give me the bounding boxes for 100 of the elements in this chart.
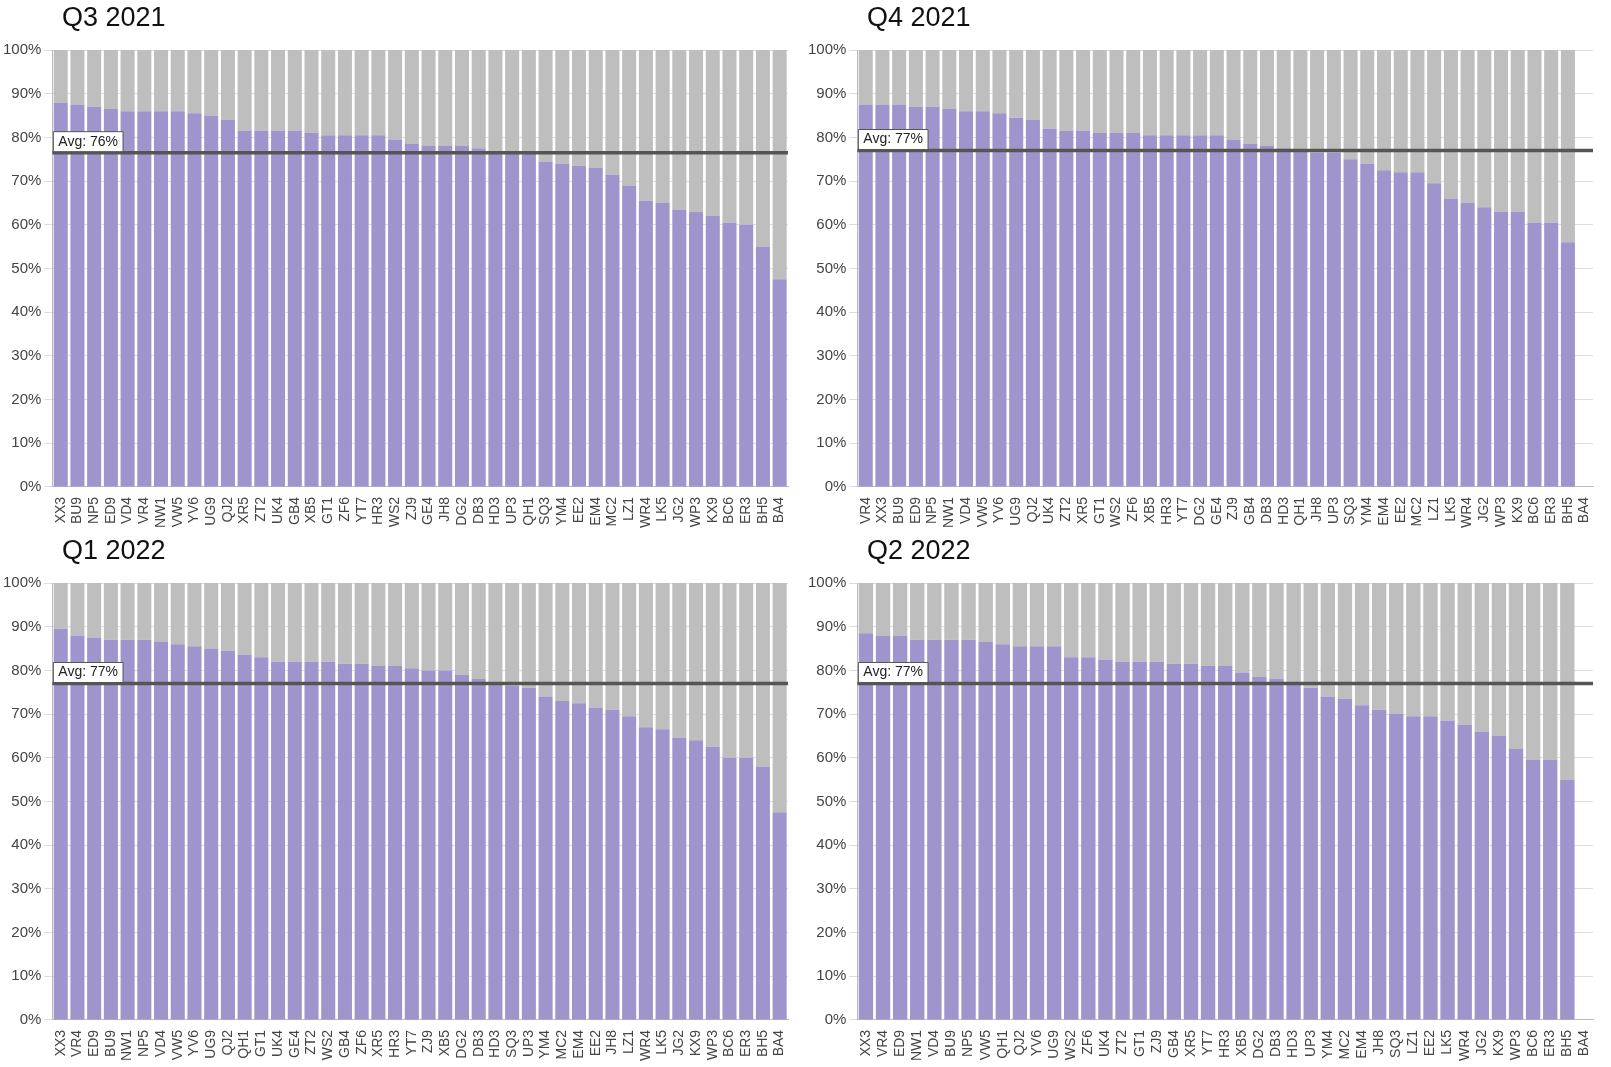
y-tick-label: 30% (816, 878, 847, 896)
x-tick-label: WS2 (1107, 496, 1124, 528)
y-tick-label: 90% (816, 83, 847, 101)
y-tick-label: 80% (11, 660, 42, 678)
y-tick-label: 10% (816, 433, 847, 451)
chart-title: Q2 2022 (867, 535, 971, 566)
x-tick-label: QJ2 (1023, 496, 1040, 523)
y-tick-label: 0% (824, 477, 847, 495)
x-tick-label: WR4 (636, 1029, 653, 1062)
x-tick-label: ZT2 (252, 496, 269, 522)
x-tick-label: KX9 (703, 496, 720, 524)
y-tick-label: 100% (807, 40, 847, 58)
x-tick-label: KX9 (686, 1029, 703, 1057)
x-tick-label: DB3 (469, 1029, 486, 1058)
x-tick-label: ZJ9 (1147, 1029, 1164, 1054)
x-tick-label: WS2 (1062, 1029, 1079, 1061)
x-tick-label: HD3 (1284, 1029, 1301, 1058)
x-tick-label: GB4 (335, 1029, 352, 1058)
x-tick-label: YT7 (352, 496, 369, 523)
x-tick-label: ED9 (890, 1029, 907, 1058)
x-tick-label: NP5 (959, 1029, 976, 1058)
x-tick-label: GE4 (1207, 496, 1224, 525)
x-tick-label: WR4 (1458, 496, 1475, 529)
x-tick-label: ED9 (101, 496, 118, 525)
x-tick-label: BU9 (68, 496, 85, 525)
x-tick-label: UK4 (1040, 496, 1057, 525)
x-tick-label: EE2 (569, 496, 586, 524)
x-tick-label: XX3 (873, 496, 890, 524)
x-tick-label: DG2 (1190, 496, 1207, 526)
y-tick-label: 0% (824, 1010, 847, 1028)
x-tick-label: DB3 (1267, 1029, 1284, 1058)
x-tick-label: WS2 (385, 496, 402, 528)
x-tick-label: YV6 (185, 1029, 202, 1057)
x-tick-label: XR5 (235, 496, 252, 525)
y-tick-label: 20% (11, 922, 42, 940)
y-tick-label: 80% (816, 660, 847, 678)
x-tick-label: DB3 (1257, 496, 1274, 525)
x-tick-label: MC2 (1408, 496, 1425, 527)
x-tick-label: BC6 (1523, 1029, 1540, 1058)
y-tick-label: 60% (816, 747, 847, 765)
x-tick-label: HR3 (385, 1029, 402, 1058)
x-tick-label: VD4 (151, 1029, 168, 1058)
x-tick-label: VR4 (873, 1029, 890, 1058)
y-tick-label: 50% (11, 791, 42, 809)
x-tick-label: ZF6 (335, 496, 352, 522)
y-tick-label: 20% (816, 389, 847, 407)
x-tick-label: GT1 (1130, 1029, 1147, 1058)
x-tick-label: YT7 (1198, 1029, 1215, 1056)
x-tick-label: XX3 (51, 496, 68, 524)
x-tick-label: JG2 (670, 496, 687, 523)
x-tick-label: YM4 (1358, 496, 1375, 526)
x-tick-label: XR5 (1073, 496, 1090, 525)
x-tick-label: YM4 (553, 496, 570, 526)
y-tick-label: 80% (11, 127, 42, 145)
x-tick-label: EM4 (586, 496, 603, 526)
x-tick-label: HD3 (1274, 496, 1291, 525)
x-tick-label: VR4 (135, 496, 152, 525)
ref-line-label: Avg: 77% (863, 663, 924, 680)
x-tick-label: BU9 (942, 1029, 959, 1058)
x-tick-label: JG2 (1475, 496, 1492, 523)
x-tick-label: ZJ9 (419, 1029, 436, 1054)
x-tick-label: GT1 (1090, 496, 1107, 525)
x-tick-label: ZT2 (302, 1029, 319, 1055)
x-tick-label: GT1 (319, 496, 336, 525)
x-tick-label: HD3 (486, 1029, 503, 1058)
x-tick-label: BU9 (890, 496, 907, 525)
y-tick-label: 100% (2, 573, 42, 591)
y-tick-label: 80% (816, 127, 847, 145)
x-tick-label: LZ1 (1425, 496, 1442, 522)
y-tick-label: 10% (11, 433, 42, 451)
y-tick-label: 30% (11, 345, 42, 363)
x-tick-label: YM4 (1318, 1029, 1335, 1059)
x-tick-label: GB4 (1164, 1029, 1181, 1058)
x-tick-label: EE2 (586, 1029, 603, 1057)
x-tick-label: ER3 (737, 1029, 754, 1058)
y-tick-label: 70% (816, 704, 847, 722)
ref-line-label: Avg: 77% (863, 130, 924, 147)
x-tick-label: QJ2 (1010, 1029, 1027, 1056)
x-tick-label: UK4 (268, 496, 285, 525)
x-tick-label: WP3 (703, 1029, 720, 1061)
x-tick-label: BC6 (720, 496, 737, 525)
x-tick-label: BC6 (1525, 496, 1542, 525)
y-tick-label: 100% (807, 573, 847, 591)
x-tick-label: EM4 (1374, 496, 1391, 526)
x-tick-label: SQ3 (536, 496, 553, 525)
x-tick-label: VD4 (956, 496, 973, 525)
x-tick-label: BA4 (1575, 496, 1592, 524)
x-tick-label: WP3 (1506, 1029, 1523, 1061)
x-tick-label: GT1 (252, 1029, 269, 1058)
x-tick-label: EM4 (1352, 1029, 1369, 1059)
y-tick-label: 0% (19, 1010, 42, 1028)
y-tick-label: 10% (11, 966, 42, 984)
x-tick-label: QH1 (993, 1029, 1010, 1059)
x-tick-label: XR5 (1181, 1029, 1198, 1058)
x-tick-label: XX3 (856, 1029, 873, 1057)
x-tick-label: QJ2 (218, 496, 235, 523)
y-tick-label: 60% (816, 214, 847, 232)
x-tick-label: EM4 (569, 1029, 586, 1059)
y-tick-label: 60% (11, 747, 42, 765)
x-tick-label: LK5 (653, 496, 670, 522)
